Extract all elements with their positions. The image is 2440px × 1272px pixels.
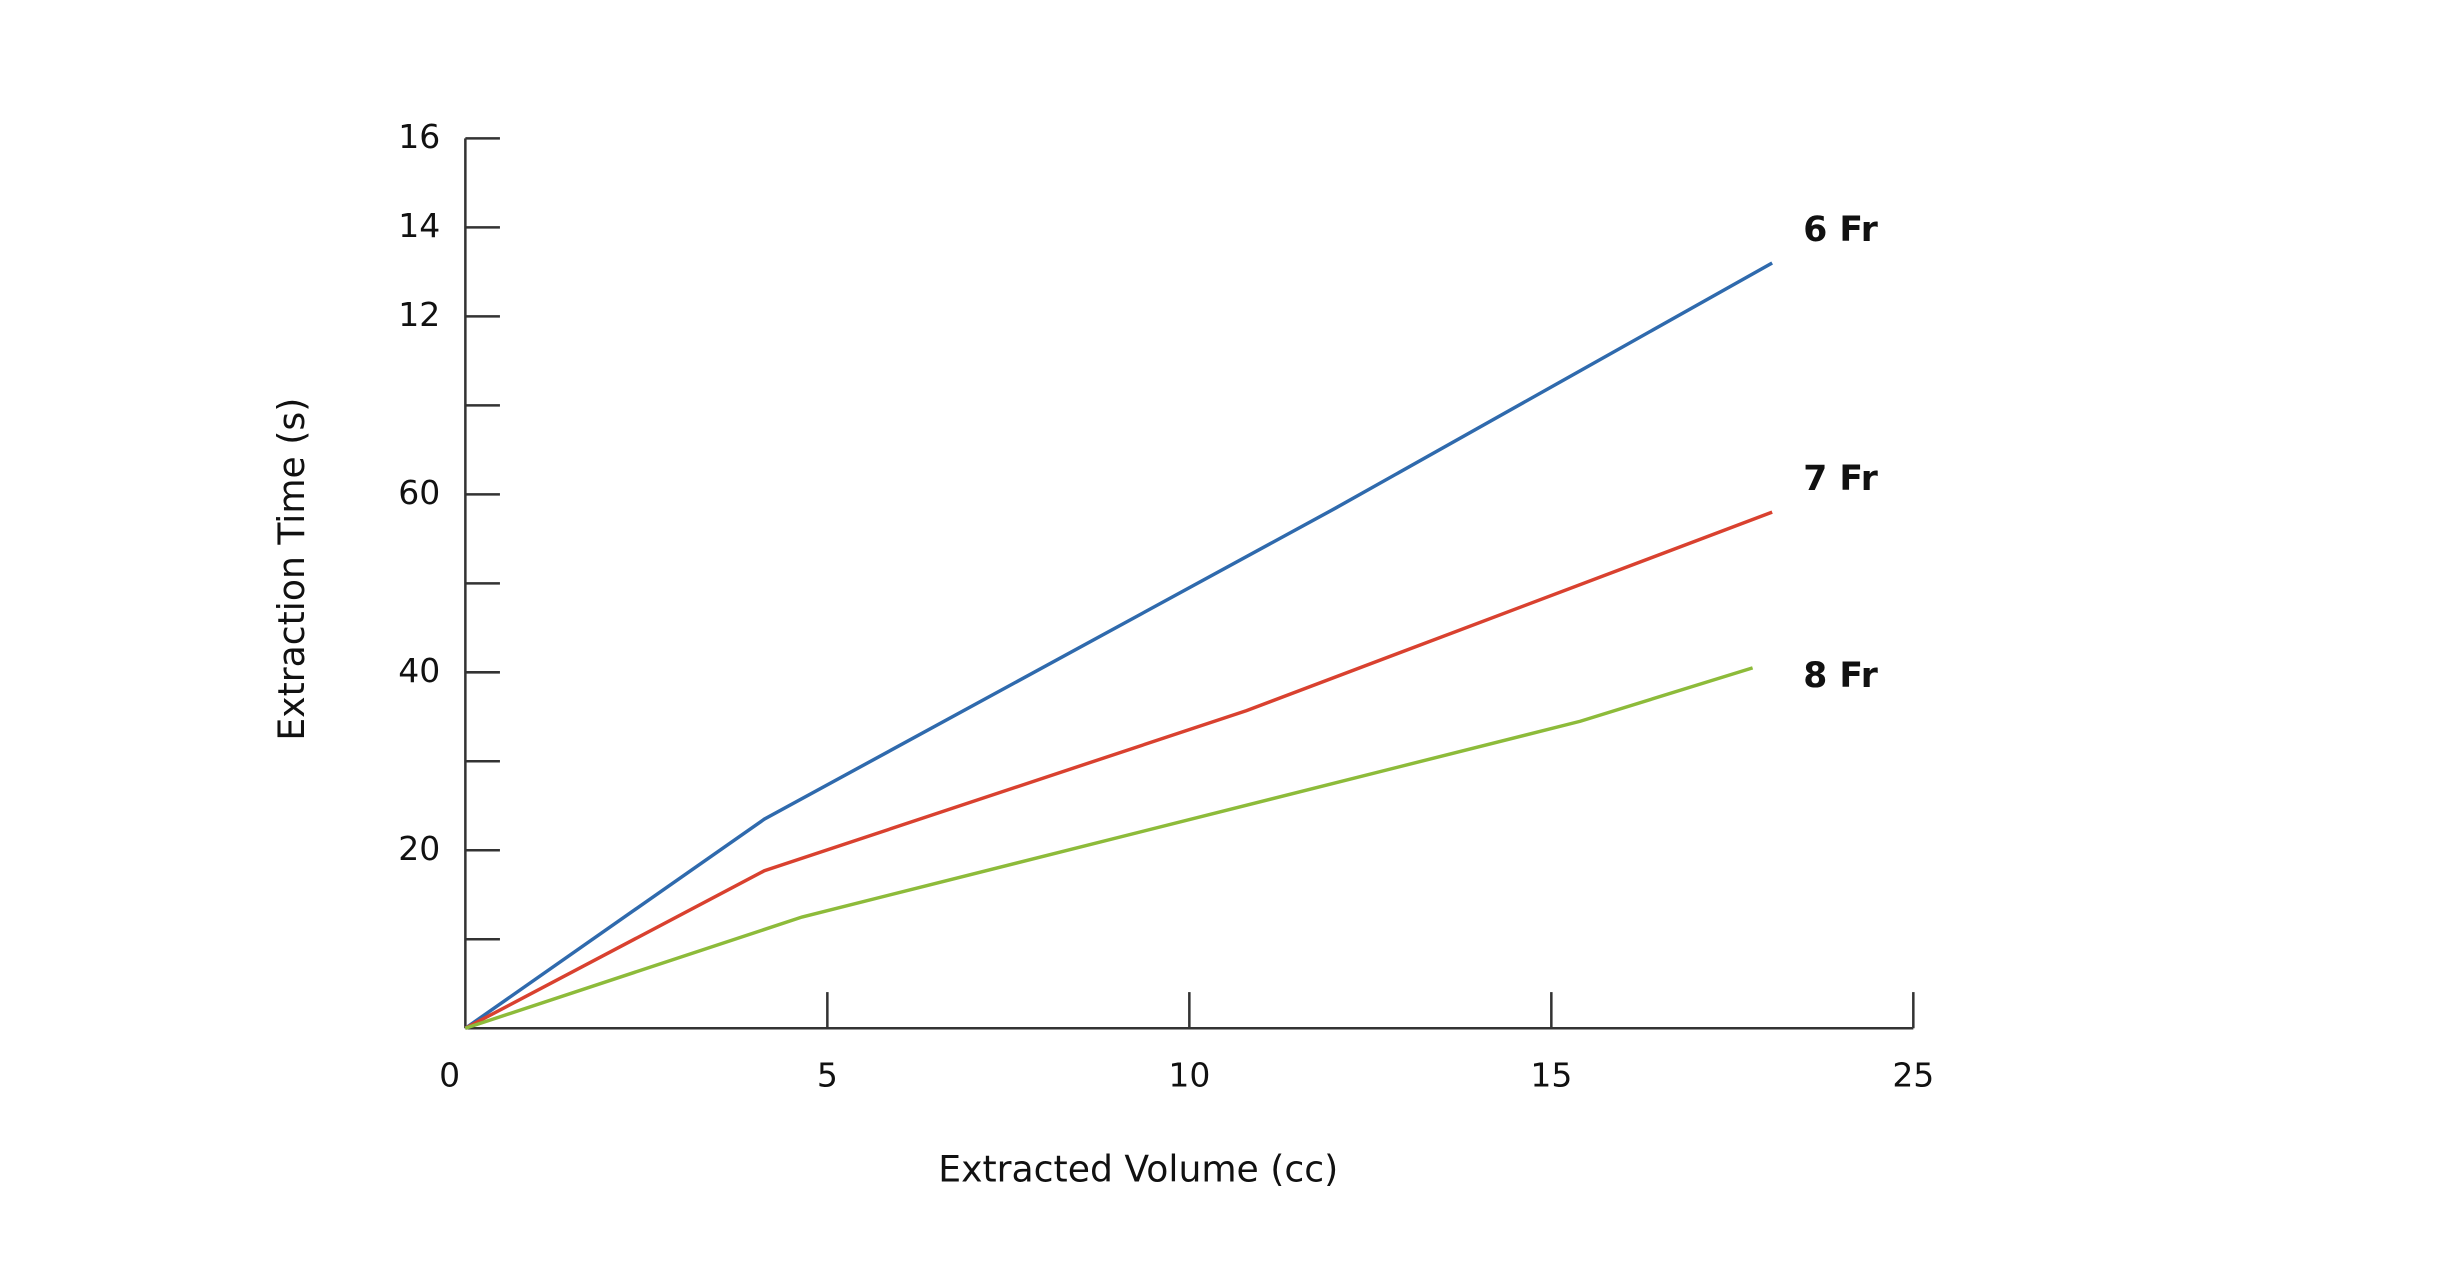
series-label: 6 Fr [1803,210,1878,250]
x-axis-title: Extracted Volume (cc) [938,1147,1338,1190]
y-axis-title: Extraction Time (s) [270,398,313,741]
series-line [464,261,1773,1030]
series-line [464,666,1754,1030]
y-tick-label: 20 [398,829,440,868]
y-tick-label: 60 [398,473,440,512]
y-tick-label: 16 [398,117,440,156]
x-tick-label: 5 [817,1055,838,1094]
x-tick-label: 15 [1530,1055,1572,1094]
series-label: 7 Fr [1803,459,1878,499]
series-line [464,510,1773,1030]
x-tick-label: 10 [1168,1055,1210,1094]
y-tick-label: 12 [398,295,440,334]
x-tick-label: 25 [1892,1055,1934,1094]
y-tick-label: 14 [398,206,440,245]
y-tick-label: 40 [398,651,440,690]
x-tick-label: 0 [439,1055,460,1094]
series-label: 8 Fr [1803,656,1878,696]
